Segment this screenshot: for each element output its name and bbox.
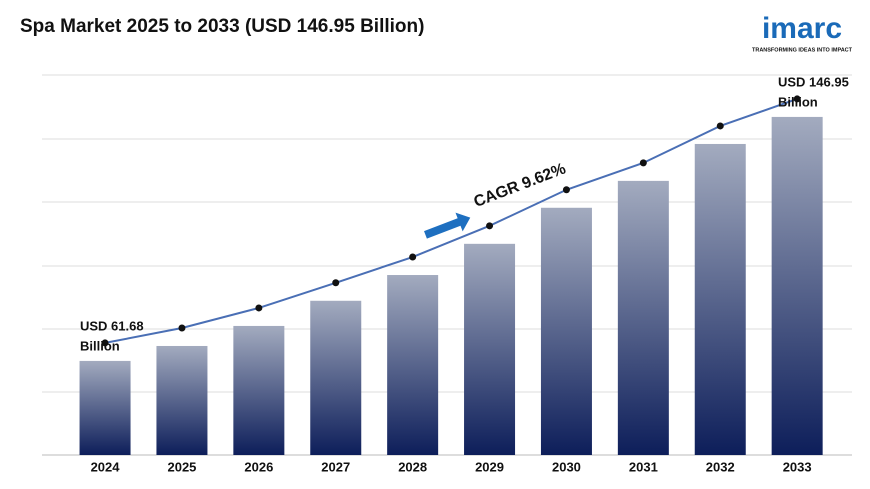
logo: imarc [762,12,842,45]
end-label: USD 146.95 [778,74,849,89]
bar [233,325,285,455]
logo-tagline: TRANSFORMING IDEAS INTO IMPACT [752,47,853,53]
chart-title: Spa Market 2025 to 2033 (USD 146.95 Bill… [20,16,424,37]
x-tick-label: 2027 [321,459,350,474]
cagr-arrow [424,212,471,239]
x-tick-label: 2030 [552,459,581,474]
bar [310,300,362,455]
x-tick-label: 2028 [398,459,427,474]
trend-point [793,95,801,103]
bar [156,345,208,455]
trend-point [716,122,724,130]
trend-point [409,253,417,261]
arrow [424,212,471,239]
trend-point [562,186,570,194]
trend-point [255,304,263,312]
x-tick-label: 2029 [475,459,504,474]
trend-point [332,279,340,287]
bar [540,207,592,455]
x-tick-label: 2025 [167,459,196,474]
x-tick-label: 2033 [783,459,812,474]
end-label: Billion [778,94,818,109]
trend-line [104,97,798,344]
trend-point [178,324,186,332]
x-tick-label: 2026 [244,459,273,474]
x-tick-label: 2024 [91,459,121,474]
bar [464,243,516,455]
trend-point [486,222,494,230]
bar [771,116,823,456]
trend-point [639,159,647,167]
trend-point [101,339,109,347]
cagr-label: CAGR 9.62% [472,160,569,211]
bar [79,360,131,455]
start-label: Billion [80,338,120,353]
bar [617,180,669,456]
bar [694,143,746,455]
x-tick-label: 2032 [706,459,735,474]
bar [387,275,439,455]
x-tick-label: 2031 [629,459,658,474]
start-label: USD 61.68 [80,318,144,333]
